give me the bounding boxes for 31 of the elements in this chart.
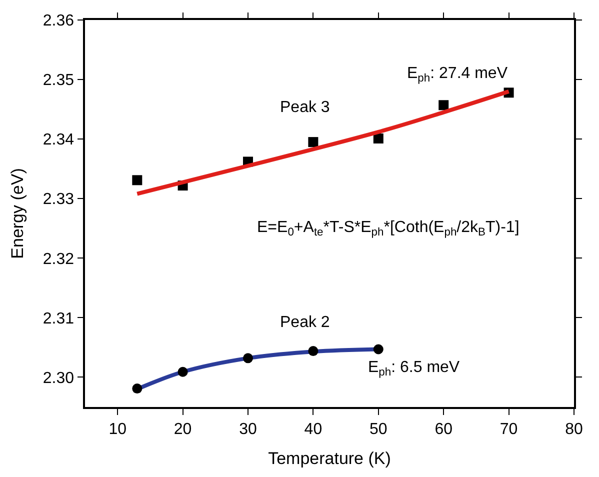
x-tick-label: 60 [434,420,453,438]
y-tick-label: 2.33 [42,191,74,208]
y-tick-label: 2.32 [42,250,74,268]
x-tick-label: 70 [500,420,518,438]
point [373,133,384,144]
annotation: Peak 2 [280,314,330,331]
annotation: E$_{ph}$: 27.4 meV [407,65,508,84]
x-tick-label: 10 [108,420,127,438]
y-axis-title: Energy (eV) [8,168,27,259]
y-tick-label: 2.36 [42,12,74,30]
annotation: E$_{ph}$: 6.5 meV [368,359,460,378]
y-tick-label: 2.30 [42,370,74,387]
y-tick-label: 2.31 [42,310,74,328]
point [308,346,318,356]
x-tick-label: 30 [239,420,257,438]
point [132,175,142,186]
x-tick-label: 20 [174,420,192,438]
point [438,100,449,110]
point [132,384,142,394]
point [308,137,318,148]
point [178,366,188,377]
point [243,353,253,364]
text: E=E$_{0}$+A$_{te}$*T-S*E$_{ph}$*[Coth(E$_{ph}$/2k$_{B}$T)-1] [257,219,520,238]
x-tick-label: 40 [304,420,322,438]
x-tick-label: 50 [370,420,388,438]
x-axis-title: Temperature (K) [268,448,391,468]
y-tick-label: 2.35 [42,72,74,90]
point [373,344,384,354]
x-tick-label: 80 [565,420,583,438]
annotation: Peak 3 [280,99,330,116]
y-tick-label: 2.34 [42,132,74,149]
